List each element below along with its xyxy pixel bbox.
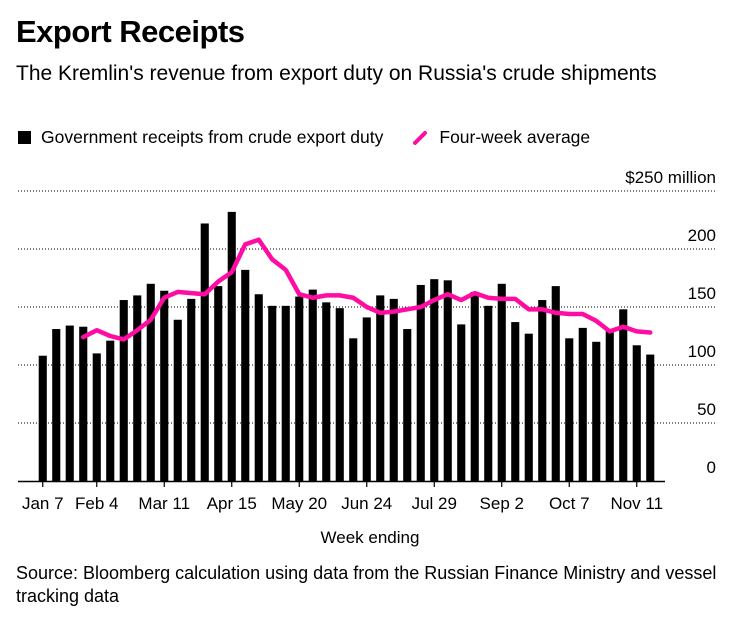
y-tick-label-150: 150 [688, 284, 716, 303]
bar-11 [187, 298, 196, 481]
bar-37 [538, 300, 547, 481]
x-tick-label-9: Nov 11 [610, 494, 663, 513]
bar-18 [281, 305, 290, 481]
bar-21 [322, 302, 331, 481]
chart-subtitle: The Kremlin's revenue from export duty o… [16, 62, 657, 85]
bar-10 [173, 319, 182, 481]
x-tick-label-1: Feb 4 [75, 494, 118, 513]
y-tick-label-250: $250 million [625, 168, 716, 187]
x-tick-label-2: Mar 11 [138, 494, 190, 513]
x-tick-label-6: Jul 29 [412, 494, 457, 513]
y-tick-label-100: 100 [688, 342, 716, 361]
bar-33 [484, 305, 493, 481]
bar-4 [92, 353, 101, 481]
bar-13 [214, 286, 223, 481]
legend-bar-swatch [18, 131, 31, 144]
chart-title: Export Receipts [16, 14, 245, 49]
bar-40 [578, 327, 587, 481]
bar-26 [389, 298, 398, 481]
y-tick-label-50: 50 [697, 400, 716, 419]
x-tick-label-8: Oct 7 [549, 494, 590, 513]
x-tick-label-4: May 20 [271, 494, 327, 513]
y-tick-label-200: 200 [688, 226, 716, 245]
bar-41 [592, 341, 601, 481]
bar-6 [119, 300, 128, 481]
bar-14 [227, 211, 236, 481]
x-tick-label-7: Sep 2 [480, 494, 524, 513]
bar-29 [430, 279, 439, 481]
bar-24 [362, 317, 371, 481]
bar-12 [200, 223, 209, 482]
bar-8 [146, 283, 155, 481]
bar-38 [551, 286, 560, 481]
bar-15 [241, 269, 250, 481]
bar-16 [254, 294, 263, 481]
bar-25 [376, 295, 385, 481]
legend-item-receipts: Government receipts from crude export du… [18, 127, 383, 148]
x-axis-label: Week ending [321, 528, 420, 547]
x-tick-label-5: Jun 24 [341, 494, 392, 513]
bar-31 [457, 324, 466, 481]
bar-45 [646, 354, 655, 481]
y-axis: 0 50 100 150 200 $250 million [625, 168, 716, 477]
bar-17 [268, 305, 277, 481]
bar-23 [349, 338, 358, 481]
legend-item-average: Four-week average [411, 127, 590, 148]
bar-36 [524, 333, 533, 481]
bar-0 [38, 355, 47, 481]
bar-7 [133, 295, 142, 481]
bar-30 [443, 280, 452, 481]
bar-20 [308, 289, 317, 481]
bar-35 [511, 322, 520, 481]
bar-43 [619, 309, 628, 481]
bar-28 [416, 284, 425, 481]
x-tick-label-0: Jan 7 [22, 494, 64, 513]
legend-label-receipts: Government receipts from crude export du… [41, 127, 384, 147]
y-tick-label-0: 0 [707, 458, 716, 477]
bar-2 [65, 325, 74, 481]
average-line [81, 237, 653, 342]
bar-1 [52, 329, 61, 481]
bar-34 [497, 283, 506, 481]
chart-legend: Government receipts from crude export du… [18, 127, 618, 148]
x-tick-label-3: Apr 15 [207, 494, 257, 513]
x-axis: Jan 7 Feb 4 Mar 11 Apr 15 May 20 Jun 24 Jul 29… [18, 480, 665, 513]
bar-3 [79, 326, 88, 481]
bar-32 [470, 291, 479, 481]
legend-label-average: Four-week average [439, 127, 591, 147]
bar-27 [403, 329, 412, 481]
source-note: Source: Bloomberg calculation using data… [16, 563, 717, 606]
bar-series [38, 211, 655, 482]
bar-9 [160, 290, 169, 481]
average-line-series [81, 237, 653, 342]
bar-19 [295, 296, 304, 481]
bar-22 [335, 308, 344, 481]
bar-5 [106, 340, 115, 481]
bar-42 [605, 331, 614, 481]
bar-39 [565, 338, 574, 481]
bar-44 [632, 345, 641, 481]
